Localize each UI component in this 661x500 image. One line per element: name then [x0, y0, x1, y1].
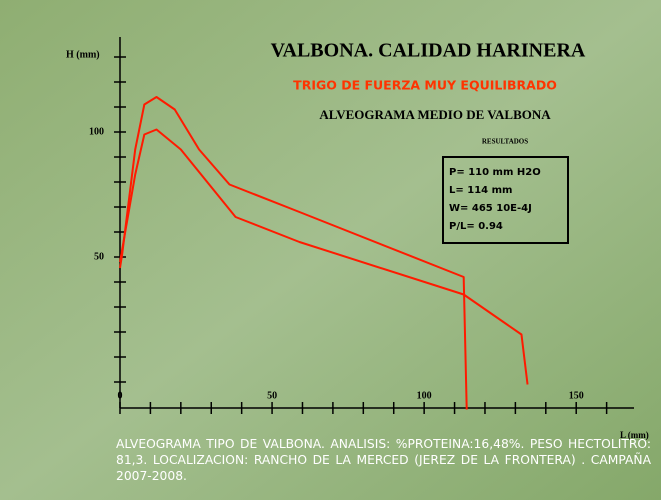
result-line: L= 114 mm — [449, 185, 512, 196]
x-tick-label: 0 — [118, 390, 123, 401]
y-axis-label: H (mm) — [66, 49, 100, 60]
caption: ALVEOGRAMA TIPO DE VALBONA. ANALISIS: %P… — [116, 436, 651, 484]
y-tick-label: 50 — [94, 251, 104, 262]
heading: ALVEOGRAMA MEDIO DE VALBONA — [319, 107, 551, 122]
chart-subtitle: TRIGO DE FUERZA MUY EQUILIBRADO — [293, 78, 557, 93]
chart-title: VALBONA. CALIDAD HARINERA — [271, 40, 586, 62]
result-line: P/L= 0.94 — [449, 221, 503, 232]
results-title: RESULTADOS — [482, 138, 528, 146]
x-tick-label: 100 — [417, 390, 432, 401]
result-line: P= 110 mm H2O — [449, 167, 541, 178]
x-tick-label: 150 — [569, 390, 584, 401]
result-line: W= 465 10E-4J — [449, 203, 532, 214]
background — [0, 0, 661, 500]
y-tick-label: 100 — [89, 126, 104, 137]
x-tick-label: 50 — [267, 390, 277, 401]
page: VALBONA. CALIDAD HARINERA TRIGO DE FUERZ… — [0, 0, 661, 500]
caption-box: ALVEOGRAMA TIPO DE VALBONA. ANALISIS: %P… — [116, 436, 651, 498]
chart: VALBONA. CALIDAD HARINERA TRIGO DE FUERZ… — [0, 0, 661, 500]
